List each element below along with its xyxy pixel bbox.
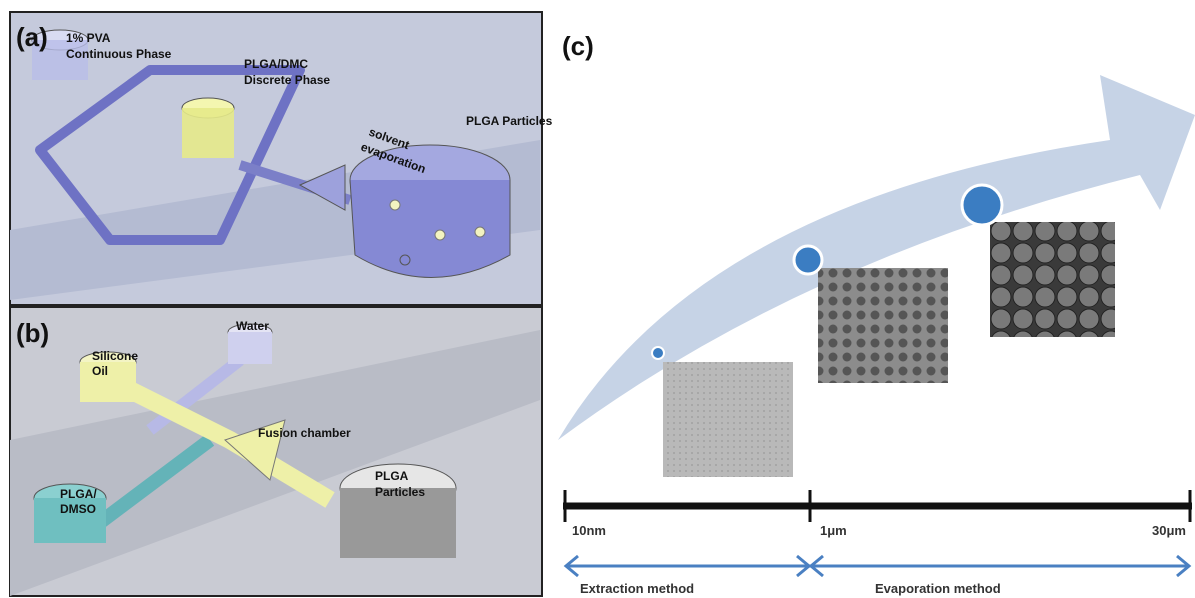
label: PLGA/ — [60, 487, 97, 501]
panel-label: (b) — [16, 318, 49, 348]
label: PLGA Particles — [466, 114, 553, 128]
scale-label: 10nm — [572, 523, 606, 538]
panel-a: (a) 1% PVA Continuous Phase PLGA/DMC Dis… — [10, 12, 553, 305]
size-dot — [652, 347, 664, 359]
size-dot — [794, 246, 822, 274]
label: Continuous Phase — [66, 47, 172, 61]
scale-label: 1μm — [820, 523, 847, 538]
panel-label: (a) — [16, 22, 48, 52]
sem-image — [990, 222, 1115, 337]
label: PLGA/DMC — [244, 57, 308, 71]
panel-c: (c) 10nm 1μm 30μm Extraction method Evap… — [558, 31, 1195, 596]
sem-image — [818, 268, 948, 383]
label: Silicone — [92, 349, 138, 363]
scale-label: 30μm — [1152, 523, 1186, 538]
label: PLGA — [375, 469, 409, 483]
label: 1% PVA — [66, 31, 111, 45]
label: DMSO — [60, 502, 96, 516]
size-dot — [962, 185, 1002, 225]
method-label: Evaporation method — [875, 581, 1001, 596]
label: Oil — [92, 364, 108, 378]
panel-b: (b) Water Silicone Oil Fusion chamber PL… — [10, 307, 542, 596]
panel-label: (c) — [562, 31, 594, 61]
figure: (a) 1% PVA Continuous Phase PLGA/DMC Dis… — [0, 0, 1195, 598]
label: Water — [236, 319, 269, 333]
label: Particles — [375, 485, 425, 499]
label: Fusion chamber — [258, 426, 351, 440]
method-label: Extraction method — [580, 581, 694, 596]
method-arrows — [566, 556, 1189, 576]
sem-image — [663, 362, 793, 477]
label: Discrete Phase — [244, 73, 330, 87]
